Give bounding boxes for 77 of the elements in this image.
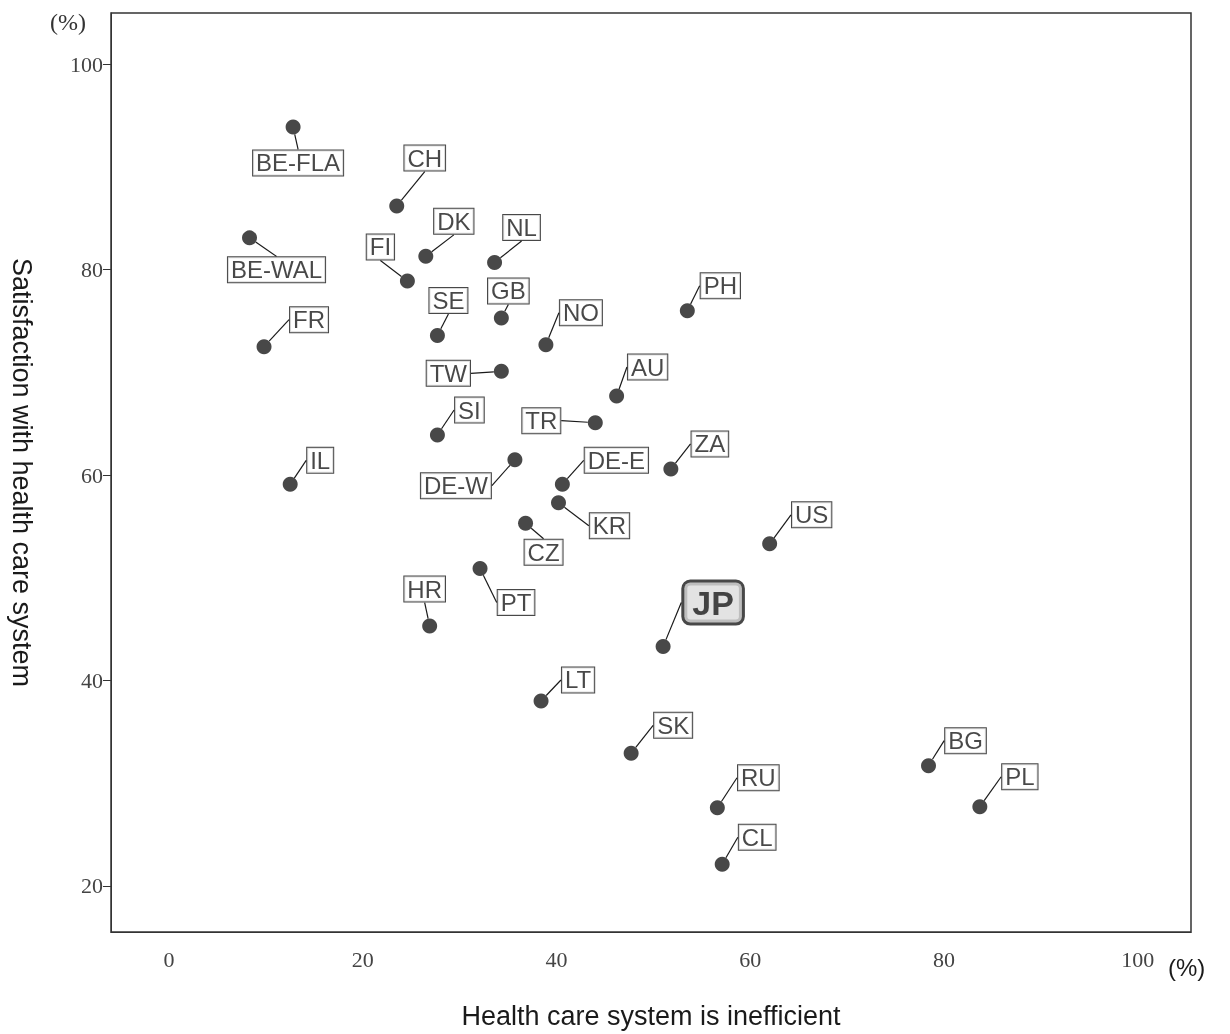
annotation: LT — [564, 666, 592, 694]
annotation: DK — [437, 207, 471, 235]
point — [429, 327, 445, 343]
x-tick-label: 80 — [933, 946, 955, 972]
y-tick-label: 80 — [81, 257, 103, 283]
point — [242, 230, 258, 246]
point — [429, 427, 445, 443]
x-axis-title: Health care system is inefficient — [461, 1000, 842, 1031]
annotation: CH — [407, 144, 443, 172]
point — [709, 800, 725, 816]
point — [472, 561, 488, 576]
point — [762, 536, 778, 552]
x-tick-label: 0 — [163, 946, 175, 972]
y-axis-title: Satisfaction with health care system — [6, 257, 37, 688]
annotation: TW — [429, 359, 468, 387]
point — [493, 310, 509, 326]
x-tick-label: 40 — [545, 946, 568, 972]
annotation: SI — [458, 396, 481, 424]
annotation: US — [794, 501, 829, 529]
annotation: NO — [562, 299, 599, 327]
x-tick-label: 60 — [739, 946, 762, 972]
point — [655, 639, 671, 655]
annotation: BE-FLA — [256, 149, 341, 177]
point — [518, 515, 534, 531]
annotation: BG — [948, 727, 983, 755]
annotation: PH — [703, 272, 737, 300]
point — [493, 363, 509, 379]
y-tick-label: 40 — [81, 667, 103, 693]
annotation: CL — [741, 823, 773, 851]
annotation: FR — [293, 306, 326, 334]
point — [921, 758, 937, 774]
annotation: AU — [630, 353, 665, 381]
point — [418, 248, 434, 264]
y-tick-label: 20 — [81, 873, 103, 899]
point — [663, 461, 679, 477]
annotation: ZA — [694, 430, 726, 458]
point — [623, 745, 639, 761]
annotation: GB — [491, 277, 526, 305]
annotation: PL — [1005, 763, 1035, 791]
annotation: IL — [310, 446, 331, 474]
annotation: BE-WAL — [230, 256, 323, 284]
annotation: JP — [692, 583, 734, 622]
annotation: HR — [407, 575, 443, 603]
annotation: SE — [432, 286, 465, 314]
point — [282, 476, 298, 492]
annotation: NL — [506, 214, 537, 242]
point — [679, 303, 695, 319]
annotation: KR — [592, 512, 627, 540]
annotation: FI — [369, 233, 392, 261]
annotation: CZ — [527, 538, 560, 566]
annotation: SK — [657, 711, 690, 739]
point — [256, 339, 272, 355]
point — [587, 415, 603, 431]
annotation: PT — [500, 589, 532, 617]
annotation: DE-E — [587, 446, 646, 474]
point — [487, 255, 503, 271]
annotation: DE-W — [423, 472, 489, 500]
annotation: TR — [525, 407, 558, 435]
x-tick-label: 20 — [351, 946, 374, 972]
text: (%) — [1168, 953, 1206, 981]
point — [551, 495, 566, 511]
point — [533, 693, 549, 709]
annotation: RU — [741, 764, 776, 792]
point — [285, 119, 301, 135]
point — [507, 452, 523, 468]
y-tick-label: 60 — [81, 462, 103, 488]
text: (%) — [50, 9, 86, 35]
point — [972, 799, 988, 815]
x-tick-label: 100 — [1121, 946, 1155, 972]
point — [422, 618, 438, 634]
point — [609, 388, 625, 404]
point — [389, 198, 405, 214]
point — [554, 476, 570, 492]
y-tick-label: 100 — [70, 51, 103, 77]
point — [538, 337, 554, 353]
point — [714, 856, 730, 872]
point — [399, 273, 415, 289]
